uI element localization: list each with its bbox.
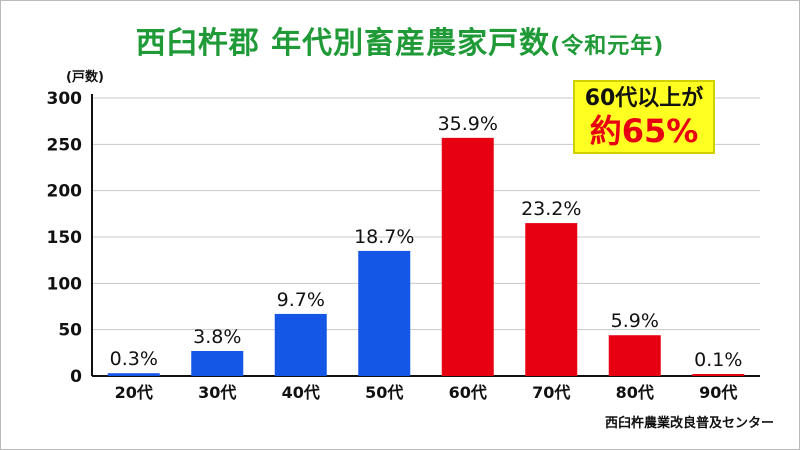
chart-title-main: 西臼杵郡 年代別畜産農家戸数	[135, 26, 551, 61]
x-category-label: 20代	[115, 383, 153, 402]
y-tick-label: 0	[70, 367, 82, 387]
bar-60代	[441, 137, 494, 376]
y-axis-unit-label: (戸数)	[66, 70, 104, 85]
bar-80代	[608, 335, 661, 376]
x-category-label: 30代	[198, 383, 236, 402]
y-tick-label: 300	[47, 89, 83, 109]
source-credit: 西臼杵農業改良普及センター	[604, 416, 774, 431]
chart-title-sub: (令和元年)	[550, 34, 665, 59]
y-tick-label: 150	[47, 228, 83, 248]
bar-90代	[692, 374, 745, 376]
x-category-label: 60代	[449, 383, 487, 402]
x-category-label: 70代	[532, 383, 570, 402]
x-category-label: 50代	[365, 383, 403, 402]
y-tick-label: 100	[47, 274, 83, 294]
data-label: 0.1%	[694, 349, 742, 371]
x-category-label: 80代	[616, 383, 654, 402]
data-label: 35.9%	[438, 113, 498, 135]
data-label: 0.3%	[110, 348, 158, 370]
bar-50代	[358, 250, 411, 376]
x-category-label: 90代	[699, 383, 737, 402]
callout-box: 60代以上が 約65%	[573, 80, 715, 154]
data-label: 3.8%	[193, 326, 241, 348]
x-category-label: 40代	[282, 383, 320, 402]
y-tick-label: 50	[58, 321, 82, 341]
callout-line2: 約65%	[589, 112, 699, 150]
callout-line1: 60代以上が	[584, 86, 704, 111]
data-label: 9.7%	[277, 289, 325, 311]
data-label: 18.7%	[354, 226, 414, 248]
bar-20代	[107, 373, 160, 376]
bar-40代	[274, 313, 327, 376]
y-tick-label: 200	[47, 182, 83, 202]
data-label: 5.9%	[611, 310, 659, 332]
data-label: 23.2%	[521, 198, 581, 220]
y-tick-label: 250	[47, 135, 83, 155]
chart-title: 西臼杵郡 年代別畜産農家戸数(令和元年)	[0, 18, 800, 62]
bar-70代	[525, 223, 578, 376]
bar-30代	[191, 350, 244, 376]
